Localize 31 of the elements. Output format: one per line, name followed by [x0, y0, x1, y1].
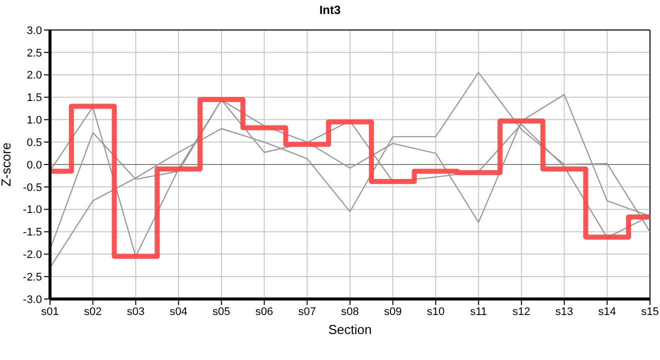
x-tick-label: s12: [512, 306, 530, 318]
chart-title: Int3: [318, 3, 342, 17]
x-tick-label: s13: [555, 306, 574, 318]
y-tick-label: 0.5: [26, 136, 42, 149]
y-tick-label: 0.0: [26, 159, 42, 172]
x-tick-label: s01: [41, 306, 59, 318]
x-tick-label: s11: [470, 306, 488, 318]
x-tick-label: s04: [170, 306, 188, 318]
y-tick-label: 1.0: [26, 114, 42, 127]
x-tick-label: s07: [298, 306, 316, 318]
x-tick-label: s06: [255, 306, 274, 318]
x-tick-label: s03: [126, 306, 145, 318]
x-tick-label: s14: [598, 306, 616, 318]
x-tick-label: s15: [641, 306, 659, 318]
y-axis-title: Z-score: [0, 142, 14, 187]
y-tick-label: 3.0: [26, 24, 42, 37]
x-tick-label: s02: [84, 306, 102, 318]
y-tick-label: -1.5: [23, 226, 42, 239]
x-tick-label: s10: [426, 306, 445, 318]
y-tick-label: -1.0: [23, 204, 42, 216]
x-tick-label: s09: [384, 306, 402, 318]
y-tick-label: -2.5: [23, 271, 42, 284]
x-axis-title: Section: [328, 322, 372, 337]
y-tick-label: -3.0: [23, 294, 42, 306]
x-tick-label: s05: [212, 306, 230, 318]
y-tick-label: 2.5: [26, 47, 42, 60]
y-tick-label: -2.0: [23, 249, 42, 262]
y-tick-label: 2.0: [26, 70, 42, 82]
y-tick-label: 1.5: [26, 92, 42, 104]
y-tick-label: -0.5: [23, 182, 42, 194]
x-tick-label: s08: [341, 306, 359, 318]
